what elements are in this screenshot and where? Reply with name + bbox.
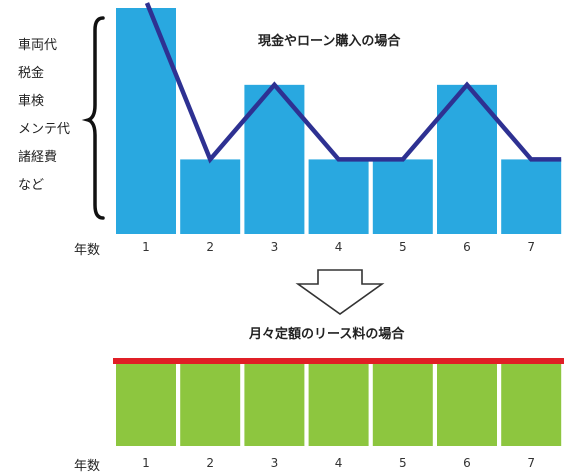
lease-tick-label: 3 [270, 456, 279, 470]
lease-bar [244, 364, 305, 446]
cost-item-maintenance: メンテ代 [18, 122, 71, 137]
lease-bar [372, 364, 433, 446]
lease-axis-label: 年数 [74, 459, 101, 474]
cash-bar [372, 159, 433, 234]
lease-flat-line [113, 358, 564, 364]
lease-chart-title: 月々定額のリース料の場合 [249, 327, 405, 342]
lease-tick-label: 2 [206, 456, 214, 470]
cost-line [144, 2, 562, 164]
cash-tick-label: 3 [270, 240, 279, 254]
cash-tick-label: 2 [206, 240, 214, 254]
cost-item-inspection: 車検 [18, 94, 45, 109]
cash-tick-label: 4 [334, 240, 343, 254]
cash-chart-title: 現金やローン購入の場合 [258, 34, 401, 49]
lease-tick-label: 7 [527, 456, 535, 470]
lease-bar [501, 364, 562, 446]
cost-item-tax: 税金 [18, 66, 45, 81]
cash-bar [180, 159, 241, 234]
lease-tick-label: 4 [334, 456, 343, 470]
cash-tick-label: 7 [527, 240, 535, 254]
lease-tick-label: 1 [142, 456, 150, 470]
cost-item-vehicle: 車両代 [18, 38, 58, 53]
lease-bar [180, 364, 241, 446]
cash-bar [501, 159, 562, 234]
lease-tick-label: 6 [463, 456, 471, 470]
lease-bar [308, 364, 369, 446]
cost-item-etc: など [18, 178, 45, 193]
cash-tick-label: 5 [398, 240, 407, 254]
cash-tick-label: 1 [142, 240, 150, 254]
cash-tick-label: 6 [463, 240, 471, 254]
lease-tick-label: 5 [398, 456, 407, 470]
lease-bar [116, 364, 176, 446]
lease-bar [437, 364, 497, 446]
cost-item-misc: 諸経費 [18, 150, 58, 165]
cash-bar [308, 159, 369, 234]
cash-axis-label: 年数 [74, 243, 101, 258]
